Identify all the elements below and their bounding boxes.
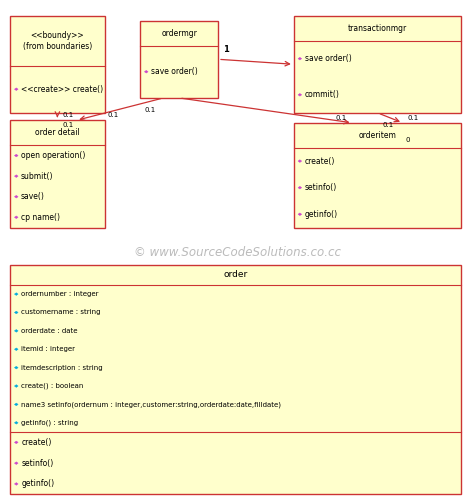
FancyBboxPatch shape xyxy=(10,16,105,113)
Text: orderdate : date: orderdate : date xyxy=(21,328,78,334)
Polygon shape xyxy=(14,441,18,444)
Polygon shape xyxy=(14,330,18,332)
Text: itemdescription : string: itemdescription : string xyxy=(21,364,103,370)
Polygon shape xyxy=(14,154,18,157)
Text: open operation(): open operation() xyxy=(21,151,85,160)
Polygon shape xyxy=(14,462,18,464)
Polygon shape xyxy=(14,292,18,296)
FancyBboxPatch shape xyxy=(10,120,105,228)
Text: customername : string: customername : string xyxy=(21,310,101,316)
Polygon shape xyxy=(298,58,301,60)
Text: 0.1: 0.1 xyxy=(336,115,347,121)
Polygon shape xyxy=(14,311,18,314)
Text: create(): create() xyxy=(305,156,335,166)
FancyBboxPatch shape xyxy=(140,20,218,98)
Polygon shape xyxy=(14,482,18,486)
Polygon shape xyxy=(14,88,18,90)
Text: 0.1: 0.1 xyxy=(408,115,419,121)
Text: submit(): submit() xyxy=(21,172,54,180)
Text: 0.1: 0.1 xyxy=(107,112,118,118)
Text: 0.1: 0.1 xyxy=(145,108,156,114)
Text: cp name(): cp name() xyxy=(21,213,60,222)
Text: 0.1: 0.1 xyxy=(62,122,73,128)
Text: itemid : integer: itemid : integer xyxy=(21,346,75,352)
Text: getinfo(): getinfo() xyxy=(21,480,55,488)
Polygon shape xyxy=(14,403,18,406)
Text: commit(): commit() xyxy=(305,90,339,100)
Polygon shape xyxy=(298,160,301,162)
Polygon shape xyxy=(298,94,301,96)
FancyBboxPatch shape xyxy=(294,16,462,113)
Text: order: order xyxy=(224,270,248,280)
Text: 0.1: 0.1 xyxy=(62,112,73,118)
Polygon shape xyxy=(298,186,301,189)
Polygon shape xyxy=(14,216,18,218)
Polygon shape xyxy=(14,366,18,369)
Polygon shape xyxy=(14,422,18,424)
Text: orderitem: orderitem xyxy=(359,131,397,140)
Text: create(): create() xyxy=(21,438,52,447)
Text: save order(): save order() xyxy=(151,67,198,76)
Text: create() : boolean: create() : boolean xyxy=(21,383,84,390)
Text: setinfo(): setinfo() xyxy=(305,183,337,192)
Text: save order(): save order() xyxy=(305,54,351,63)
FancyBboxPatch shape xyxy=(10,265,462,494)
Text: © www.SourceCodeSolutions.co.cc: © www.SourceCodeSolutions.co.cc xyxy=(134,246,340,259)
Polygon shape xyxy=(14,348,18,350)
Text: 1: 1 xyxy=(223,45,228,54)
Polygon shape xyxy=(14,384,18,388)
Text: getinfo(): getinfo() xyxy=(305,210,337,219)
Text: save(): save() xyxy=(21,192,45,201)
Text: transactionmgr: transactionmgr xyxy=(348,24,407,32)
Text: getinfo() : string: getinfo() : string xyxy=(21,420,79,426)
Polygon shape xyxy=(14,175,18,178)
Text: 0.1: 0.1 xyxy=(383,122,393,128)
Polygon shape xyxy=(145,70,148,73)
Text: <<create>> create(): <<create>> create() xyxy=(21,84,103,94)
Text: <<boundy>>
(from boundaries): <<boundy>> (from boundaries) xyxy=(23,30,92,50)
Text: order detail: order detail xyxy=(35,128,80,138)
Text: ordermgr: ordermgr xyxy=(161,28,197,38)
FancyBboxPatch shape xyxy=(294,123,462,228)
Text: setinfo(): setinfo() xyxy=(21,458,54,468)
Polygon shape xyxy=(14,196,18,198)
Text: 0: 0 xyxy=(406,138,410,143)
Polygon shape xyxy=(298,213,301,216)
Text: ordernumber : integer: ordernumber : integer xyxy=(21,291,99,297)
Text: name3 setinfo(ordernum : integer,customer:string,orderdate:date,filldate): name3 setinfo(ordernum : integer,custome… xyxy=(21,401,282,407)
